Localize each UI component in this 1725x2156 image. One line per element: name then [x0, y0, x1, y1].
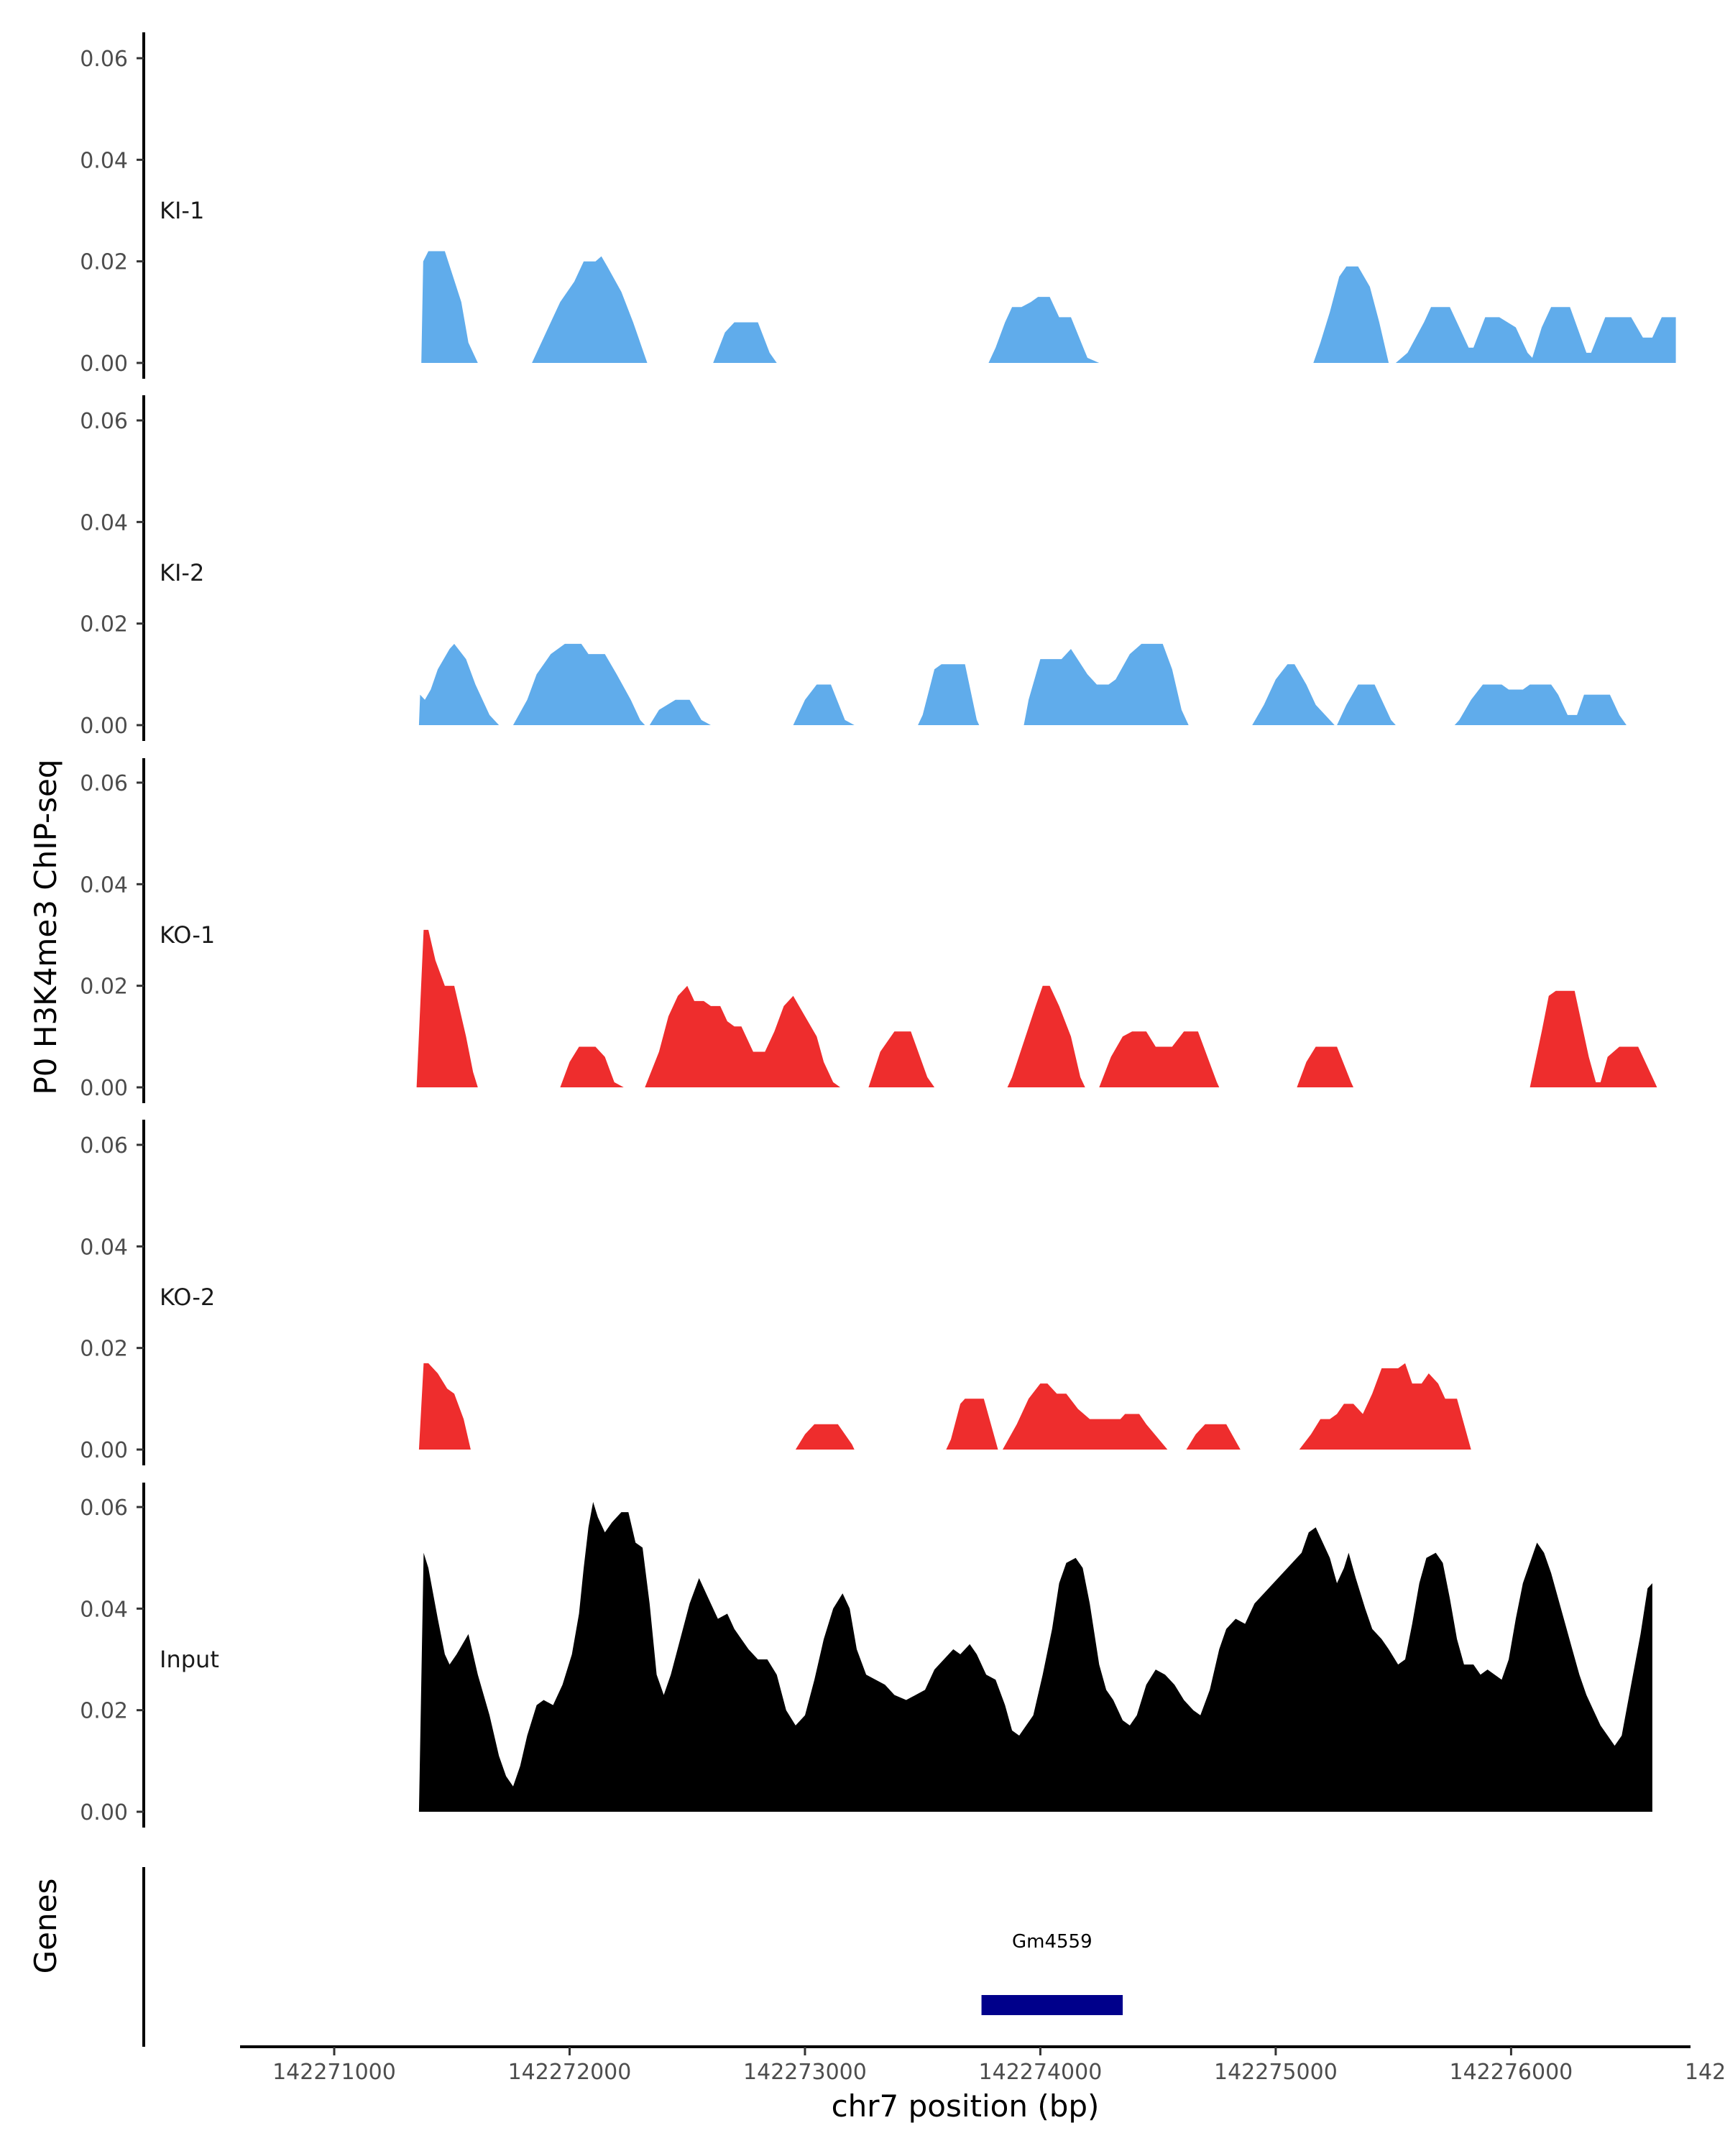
- x-tick-label: 142274000: [979, 2060, 1103, 2085]
- x-tick-label: 142277000: [1685, 2060, 1725, 2085]
- x-tick-label: 142272000: [508, 2060, 632, 2085]
- gene-bar: [981, 1995, 1123, 2015]
- signal-area-ko-2: [418, 1363, 1471, 1450]
- y-tick-label: 0.04: [80, 148, 128, 173]
- y-tick-label: 0.06: [80, 47, 128, 72]
- track-label: KO-1: [160, 921, 215, 949]
- track-label: KI-2: [160, 559, 204, 586]
- signal-area-input: [418, 1501, 1652, 1812]
- signal-area-ko-1: [416, 929, 1657, 1087]
- y-tick-label: 0.02: [80, 612, 128, 637]
- y-tick-label: 0.00: [80, 1800, 128, 1825]
- y-tick-label: 0.06: [80, 1133, 128, 1158]
- y-tick-label: 0.04: [80, 1597, 128, 1622]
- y-tick-label: 0.00: [80, 351, 128, 377]
- y-tick-label: 0.00: [80, 1076, 128, 1101]
- track-ko-1: 0.00 0.02 0.04 0.06 KO-1: [80, 758, 1657, 1103]
- y-tick-label: 0.02: [80, 975, 128, 1000]
- x-axis-title: chr7 position (bp): [832, 2088, 1100, 2124]
- y-tick-label: 0.06: [80, 1496, 128, 1521]
- x-tick-label: 142271000: [272, 2060, 396, 2085]
- y-tick-label: 0.04: [80, 872, 128, 898]
- x-tick-label: 142276000: [1449, 2060, 1573, 2085]
- y-axis-title: P0 H3K4me3 ChIP-seq: [28, 759, 63, 1095]
- track-label: KI-1: [160, 197, 204, 224]
- signal-area-ki-2: [418, 643, 1627, 725]
- track-label: Input: [160, 1646, 219, 1673]
- genes-panel: Gm4559: [142, 1867, 1123, 2047]
- x-tick-label: 142275000: [1214, 2060, 1338, 2085]
- signal-area-ki-1: [421, 251, 1676, 363]
- y-tick-label: 0.04: [80, 1235, 128, 1260]
- y-tick-label: 0.00: [80, 1438, 128, 1463]
- track-ki-2: 0.00 0.02 0.04 0.06 KI-2: [80, 395, 1627, 741]
- y-tick-label: 0.02: [80, 1337, 128, 1362]
- track-label: KO-2: [160, 1284, 215, 1311]
- tracks-layer: 0.00 0.02 0.04 0.06 KI-1 0.00 0.02 0.04 0.06 KI-2…: [80, 32, 1676, 1828]
- x-axis: 142271000 142272000 142273000 142274000 1422…: [240, 2045, 1725, 2085]
- track-input: 0.00 0.02 0.04 0.06 Input: [80, 1483, 1652, 1828]
- y-tick-label: 0.00: [80, 714, 128, 739]
- gene-label: Gm4559: [1012, 1931, 1092, 1953]
- genes-axis-title: Genes: [28, 1879, 63, 1974]
- y-tick-label: 0.04: [80, 510, 128, 535]
- track-ki-1: 0.00 0.02 0.04 0.06 KI-1: [80, 32, 1676, 379]
- x-tick-label: 142273000: [743, 2060, 867, 2085]
- track-ko-2: 0.00 0.02 0.04 0.06 KO-2: [80, 1120, 1471, 1465]
- y-tick-label: 0.06: [80, 409, 128, 434]
- y-tick-label: 0.06: [80, 771, 128, 796]
- y-tick-label: 0.02: [80, 1699, 128, 1724]
- y-tick-label: 0.02: [80, 250, 128, 275]
